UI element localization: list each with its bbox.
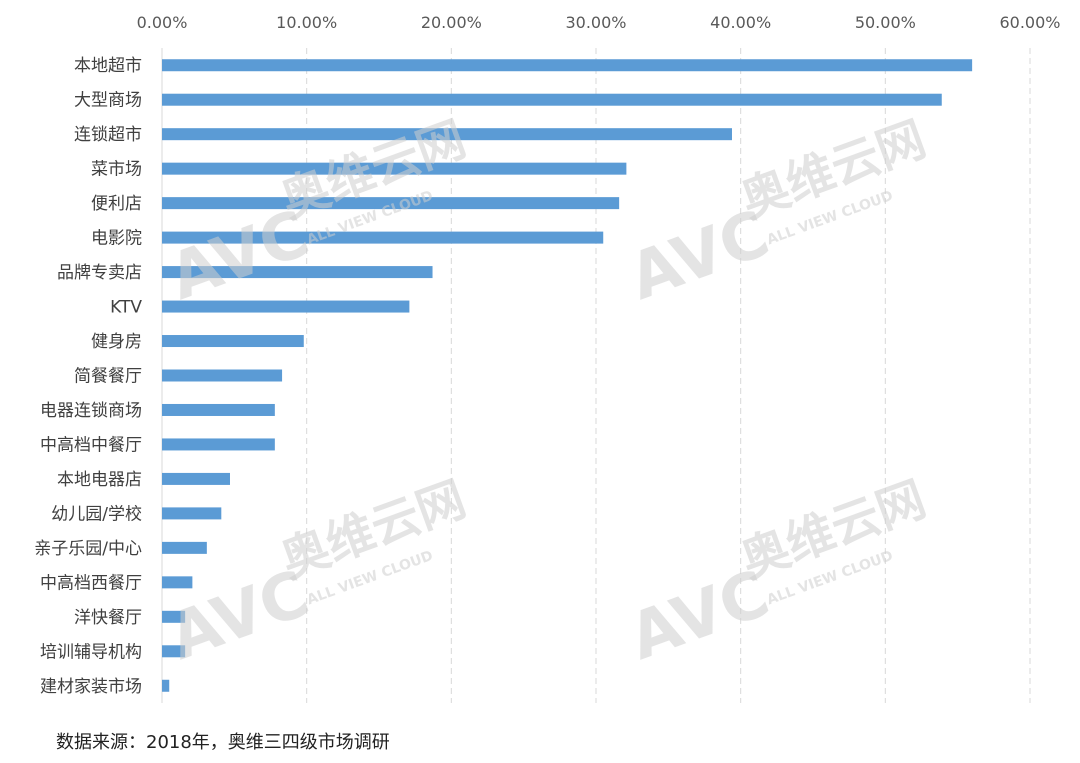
- category-label: 菜市场: [91, 160, 142, 180]
- bar: [162, 93, 942, 106]
- value-tick-label: 10.00%: [276, 13, 337, 32]
- category-label: 电器连锁商场: [40, 401, 142, 421]
- bar: [162, 472, 230, 485]
- bar: [162, 576, 193, 589]
- category-label: 便利店: [91, 194, 142, 214]
- value-tick-label: 0.00%: [137, 13, 188, 32]
- bar: [162, 541, 207, 554]
- category-label: KTV: [110, 298, 142, 318]
- category-label: 建材家装市场: [40, 677, 142, 697]
- category-label: 亲子乐园/中心: [34, 539, 142, 559]
- category-label: 健身房: [91, 332, 142, 352]
- bar: [162, 300, 410, 313]
- bar: [162, 335, 304, 348]
- value-tick-label: 60.00%: [999, 13, 1060, 32]
- category-label: 幼儿园/学校: [51, 504, 142, 524]
- category-label: 中高档西餐厅: [40, 573, 142, 593]
- bar: [162, 679, 170, 692]
- bar-chart: 0.00% 10.00% 20.00% 30.00% 40.00% 50.00% 60.00…: [34, 13, 1061, 703]
- chart-canvas: 0.00% 10.00% 20.00% 30.00% 40.00% 50.00% 60.00…: [34, 13, 1061, 703]
- category-label: 品牌专卖店: [57, 263, 142, 283]
- bar: [162, 645, 186, 658]
- category-label: 连锁超市: [74, 125, 142, 145]
- bar: [162, 197, 620, 210]
- category-label: 中高档中餐厅: [40, 435, 142, 455]
- bar: [162, 59, 973, 72]
- value-tick-label: 50.00%: [855, 13, 916, 32]
- bar: [162, 266, 433, 279]
- bar: [162, 438, 275, 451]
- bars: [162, 59, 973, 692]
- category-label: 本地超市: [74, 56, 142, 76]
- bar: [162, 231, 604, 244]
- category-label: 本地电器店: [57, 470, 142, 490]
- source-note: 数据来源：2018年，奥维三四级市场调研: [56, 732, 390, 753]
- category-label: 大型商场: [74, 91, 142, 111]
- bar: [162, 610, 186, 623]
- category-label: 简餐餐厅: [74, 367, 142, 387]
- category-label: 洋快餐厅: [74, 608, 142, 628]
- bar: [162, 128, 732, 141]
- value-axis-ticks: 0.00% 10.00% 20.00% 30.00% 40.00% 50.00% 60.00…: [137, 13, 1061, 32]
- bar: [162, 369, 283, 382]
- value-tick-label: 40.00%: [710, 13, 771, 32]
- value-tick-label: 20.00%: [421, 13, 482, 32]
- category-label: 电影院: [91, 229, 142, 249]
- value-tick-label: 30.00%: [565, 13, 626, 32]
- bar: [162, 162, 627, 175]
- bar: [162, 507, 222, 520]
- category-label: 培训辅导机构: [40, 642, 142, 662]
- bar: [162, 403, 275, 416]
